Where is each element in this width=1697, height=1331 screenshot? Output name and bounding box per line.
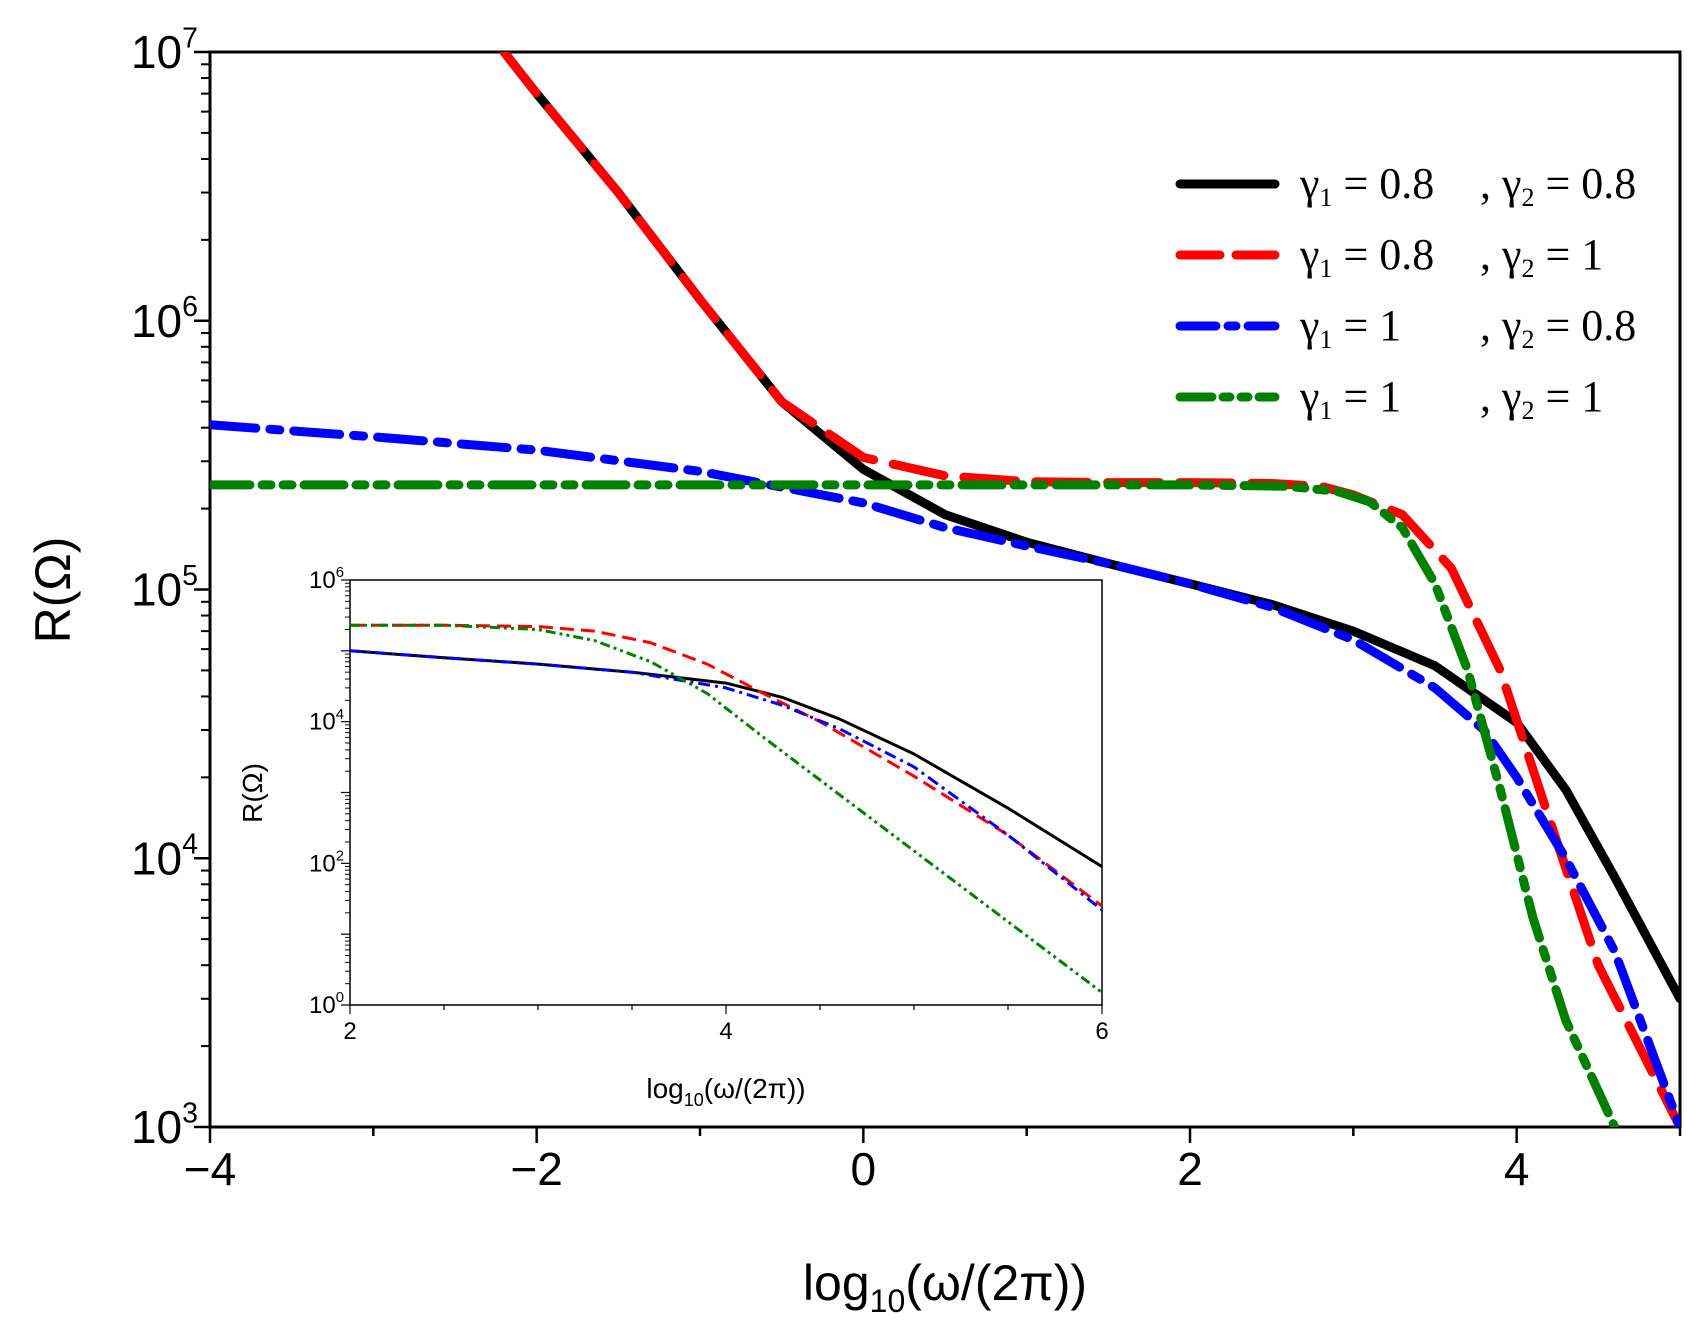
- x-tick-label: −2: [510, 1143, 562, 1195]
- main-axis-ticks: [194, 50, 1682, 1143]
- legend-label-gamma2: , γ2 = 0.8: [1480, 301, 1636, 354]
- legend-label-gamma2: , γ2 = 0.8: [1480, 159, 1636, 212]
- inset-plot-frame: [349, 579, 1103, 1006]
- series-line-3: [350, 649, 1102, 912]
- y-tick-label: 106: [131, 291, 198, 347]
- main-x-axis-label: log10(ω/(2π)): [803, 1255, 1087, 1319]
- y-tick-label: 104: [131, 829, 198, 885]
- series-line-4: [350, 623, 1102, 994]
- series-line-2: [350, 623, 1102, 908]
- legend-label-gamma1: γ1 = 0.8: [1299, 230, 1434, 283]
- legend-label-gamma2: , γ2 = 1: [1480, 230, 1603, 283]
- x-tick-label: 2: [1177, 1143, 1203, 1195]
- y-tick-label: 107: [131, 22, 198, 78]
- y-tick-label: 106: [309, 565, 344, 594]
- series-line-4: [210, 480, 1620, 1127]
- inset-y-tick-labels: 100 102 104 106: [309, 565, 344, 1019]
- y-tick-label: 103: [131, 1097, 198, 1153]
- y-tick-label: 105: [131, 560, 198, 616]
- x-tick-label: 4: [1504, 1143, 1530, 1195]
- y-tick-label: 100: [309, 990, 344, 1019]
- y-tick-label: 102: [309, 849, 344, 878]
- inset-y-axis-label: R(Ω): [237, 763, 268, 823]
- x-tick-label: 6: [1095, 1018, 1108, 1045]
- inset-plot: 100 102 104 106 2 4 6 R(Ω) log10(ω/(2π)): [237, 565, 1109, 1110]
- legend-label-gamma1: γ1 = 1: [1299, 301, 1401, 354]
- main-x-tick-labels: −4 −2 0 2 4: [184, 1143, 1530, 1195]
- x-tick-label: 2: [343, 1018, 356, 1045]
- x-tick-label: −4: [184, 1143, 236, 1195]
- legend-label-gamma1: γ1 = 1: [1299, 372, 1401, 425]
- series-line-1: [350, 649, 1102, 868]
- main-series-group: [210, 52, 1680, 1127]
- series-line-3: [210, 420, 1680, 1127]
- y-tick-label: 104: [309, 707, 344, 736]
- x-tick-label: 4: [719, 1018, 732, 1045]
- legend: γ1 = 0.8 , γ2 = 0.8 γ1 = 0.8 , γ2 = 1 γ1 = 1…: [1175, 159, 1636, 425]
- inset-series-group: [350, 623, 1102, 994]
- inset-axis-ticks: [341, 579, 1103, 1014]
- inset-x-axis-label: log10(ω/(2π)): [646, 1073, 805, 1110]
- legend-label-gamma1: γ1 = 0.8: [1299, 159, 1434, 212]
- inset-x-tick-labels: 2 4 6: [343, 1018, 1108, 1045]
- x-tick-label: 0: [851, 1143, 877, 1195]
- main-y-tick-labels: 103 104 105 106 107: [131, 22, 198, 1153]
- main-y-axis-label: R(Ω): [25, 537, 81, 644]
- legend-label-gamma2: , γ2 = 1: [1480, 372, 1603, 425]
